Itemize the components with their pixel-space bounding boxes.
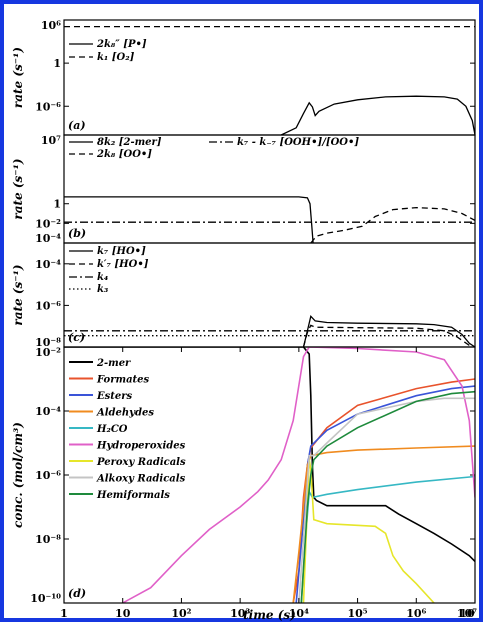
x-tick-label: 10⁵ xyxy=(348,607,368,620)
series-peroxy-radicals-line xyxy=(302,459,435,603)
x-tick-label: 10³ xyxy=(230,607,250,620)
series-formates-line xyxy=(292,378,475,603)
x-tick-label: 10⁶ xyxy=(406,607,426,620)
series-hemiformals-line xyxy=(300,390,475,603)
series-aldehydes-line xyxy=(292,445,475,603)
y-axis-label: rate (s⁻¹) xyxy=(11,264,25,325)
y-tick-label: 10⁻⁴ xyxy=(35,258,61,271)
legend-label: 8k₂ [2-mer] xyxy=(97,137,162,148)
y-tick-label: 10⁻⁴ xyxy=(35,405,61,418)
y-tick-label: 10⁻⁸ xyxy=(35,533,61,546)
legend-label: 2k₈″ [P•] xyxy=(96,39,147,50)
x-tick-label: 10⁷ xyxy=(457,607,477,620)
panel-label: (d) xyxy=(68,587,86,600)
series-b-2-line xyxy=(310,206,475,243)
y-tick-label: 10⁶ xyxy=(41,19,61,32)
y-tick-label: 10⁻⁶ xyxy=(35,100,61,113)
series-hydroperoxides-line xyxy=(122,347,475,603)
y-tick-label: 1 xyxy=(53,57,61,70)
legend-label: Peroxy Radicals xyxy=(96,457,186,468)
legend-label: k₃ xyxy=(97,284,109,295)
legend-label: Formates xyxy=(96,375,150,386)
legend-label: 2k₈ [OO•] xyxy=(96,149,152,160)
legend-label: 2-mer xyxy=(96,358,131,369)
plot-frame xyxy=(63,346,476,604)
series-a-0-line xyxy=(280,95,475,135)
y-tick-label: 10⁻² xyxy=(35,346,61,359)
panel-label: (c) xyxy=(68,331,85,344)
x-tick-label: 1 xyxy=(60,607,68,620)
legend-label: k′₇ [HO•] xyxy=(97,259,149,270)
panel-b: 10⁷ 1 10⁻² 10⁻⁴ rate (s⁻¹) (b) 8k₂ [2-mer] k₇ -… xyxy=(11,134,476,245)
y-axis-label: rate (s⁻¹) xyxy=(11,47,25,108)
series-alkoxy-radicals-line xyxy=(298,397,475,603)
panel-label: (a) xyxy=(68,119,86,132)
legend-label: k₁ [O₂] xyxy=(97,52,135,63)
legend-label: Alkoxy Radicals xyxy=(96,474,186,485)
plot-frame xyxy=(63,19,476,136)
x-tick-label: 10 xyxy=(115,607,131,620)
y-tick-label: 10⁻⁶ xyxy=(35,469,61,482)
panel-d: 10⁻² 10⁻⁴ 10⁻⁶ 10⁻⁸ 10⁻¹⁰ conc. (mol/cm³) (d) 2… xyxy=(11,346,477,622)
panel-a: 10⁶ 1 10⁻⁶ rate (s⁻¹) (a) 2k₈″ [P•] k₁ [O₂] xyxy=(11,19,476,136)
y-tick-label: 10⁻⁶ xyxy=(35,299,61,312)
panel-c: 10⁻⁴ 10⁻⁶ 10⁻⁸ rate (s⁻¹) (c) k₇ [HO•] k′₇ [HO… xyxy=(11,242,476,349)
series-2-mer-line xyxy=(64,347,475,562)
legend-label: Esters xyxy=(96,391,133,402)
y-tick-label: 10⁻² xyxy=(35,217,61,230)
legend-label: Aldehydes xyxy=(96,408,154,419)
x-tick-label: 10² xyxy=(171,607,191,620)
y-axis-label: conc. (mol/cm³) xyxy=(11,422,25,528)
x-tick-label: 10⁴ xyxy=(289,607,309,620)
y-tick-label: 10⁻¹⁰ xyxy=(30,592,61,605)
legend-label: k₄ xyxy=(97,272,108,283)
y-tick-label: 1 xyxy=(53,198,61,211)
legend-label: k₇ - k₋₇ [OOH•]/[OO•] xyxy=(237,137,359,148)
x-tick-label: 10 xyxy=(459,607,475,620)
y-tick-label: 10⁻⁸ xyxy=(35,336,61,349)
y-tick-label: 10⁻⁴ xyxy=(35,232,61,245)
legend-label: k₇ [HO•] xyxy=(97,246,146,257)
legend-label: Hemiformals xyxy=(96,490,170,501)
y-axis-label: rate (s⁻¹) xyxy=(11,158,25,219)
series-b-0-line xyxy=(64,196,314,243)
series-c-0-line xyxy=(302,314,475,347)
legend-label: H₂CO xyxy=(96,424,128,435)
legend-label: Hydroperoxides xyxy=(96,441,186,452)
y-tick-label: 10⁷ xyxy=(41,134,61,147)
x-axis-label: time (s) xyxy=(243,608,296,622)
panel-label: (b) xyxy=(68,227,86,240)
